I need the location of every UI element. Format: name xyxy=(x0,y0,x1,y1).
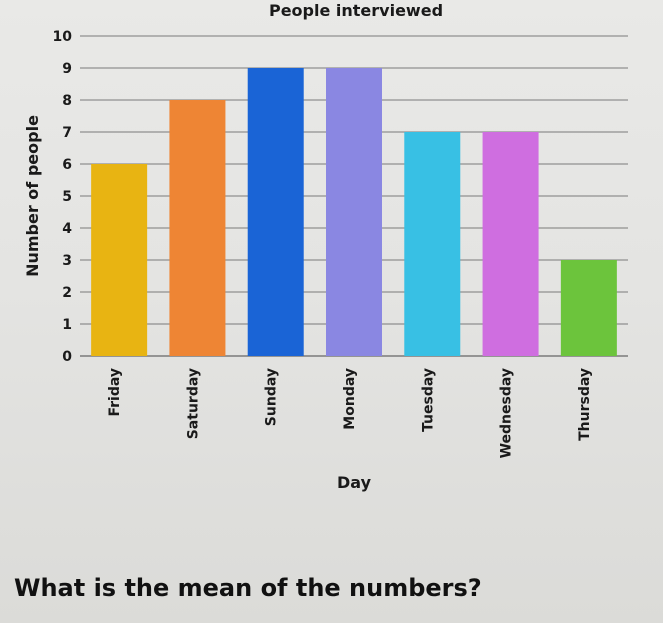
y-tick-label: 5 xyxy=(62,189,72,205)
bar-saturday xyxy=(169,100,226,356)
bar-sunday xyxy=(247,68,304,356)
x-tick-label-monday: Monday xyxy=(342,368,358,430)
y-tick-label: 2 xyxy=(62,285,72,301)
y-tick-label: 1 xyxy=(62,317,72,333)
y-tick-labels: 0 1 2 3 4 5 6 7 8 9 10 xyxy=(53,29,73,365)
y-tick-label: 6 xyxy=(62,157,72,173)
x-tick-label-thursday: Thursday xyxy=(577,368,593,441)
bar-monday xyxy=(326,68,382,356)
x-tick-label-saturday: Saturday xyxy=(185,368,201,439)
y-tick-label: 3 xyxy=(62,253,72,269)
x-tick-label-tuesday: Tuesday xyxy=(420,368,436,432)
y-axis-label: Number of people xyxy=(23,115,42,277)
y-tick-label: 7 xyxy=(62,125,72,141)
y-tick-label: 8 xyxy=(62,93,72,109)
y-tick-label: 4 xyxy=(62,221,72,237)
x-tick-label-wednesday: Wednesday xyxy=(499,368,515,458)
bar-friday xyxy=(91,164,148,356)
x-category-labels: Friday Saturday Sunday Monday Tuesday Wednesd… xyxy=(107,368,593,458)
bars xyxy=(91,68,617,356)
y-tick-label: 10 xyxy=(53,29,73,45)
y-tick-label: 0 xyxy=(62,349,72,365)
chart-title: People interviewed xyxy=(269,1,443,20)
y-tick-label: 9 xyxy=(62,61,72,77)
bar-thursday xyxy=(560,260,617,356)
x-tick-label-friday: Friday xyxy=(107,368,123,417)
x-tick-label-sunday: Sunday xyxy=(264,368,280,426)
bar-tuesday xyxy=(404,132,461,356)
bar-wednesday xyxy=(482,132,539,356)
question-text: What is the mean of the numbers? xyxy=(14,574,482,602)
x-axis-label: Day xyxy=(337,473,372,492)
